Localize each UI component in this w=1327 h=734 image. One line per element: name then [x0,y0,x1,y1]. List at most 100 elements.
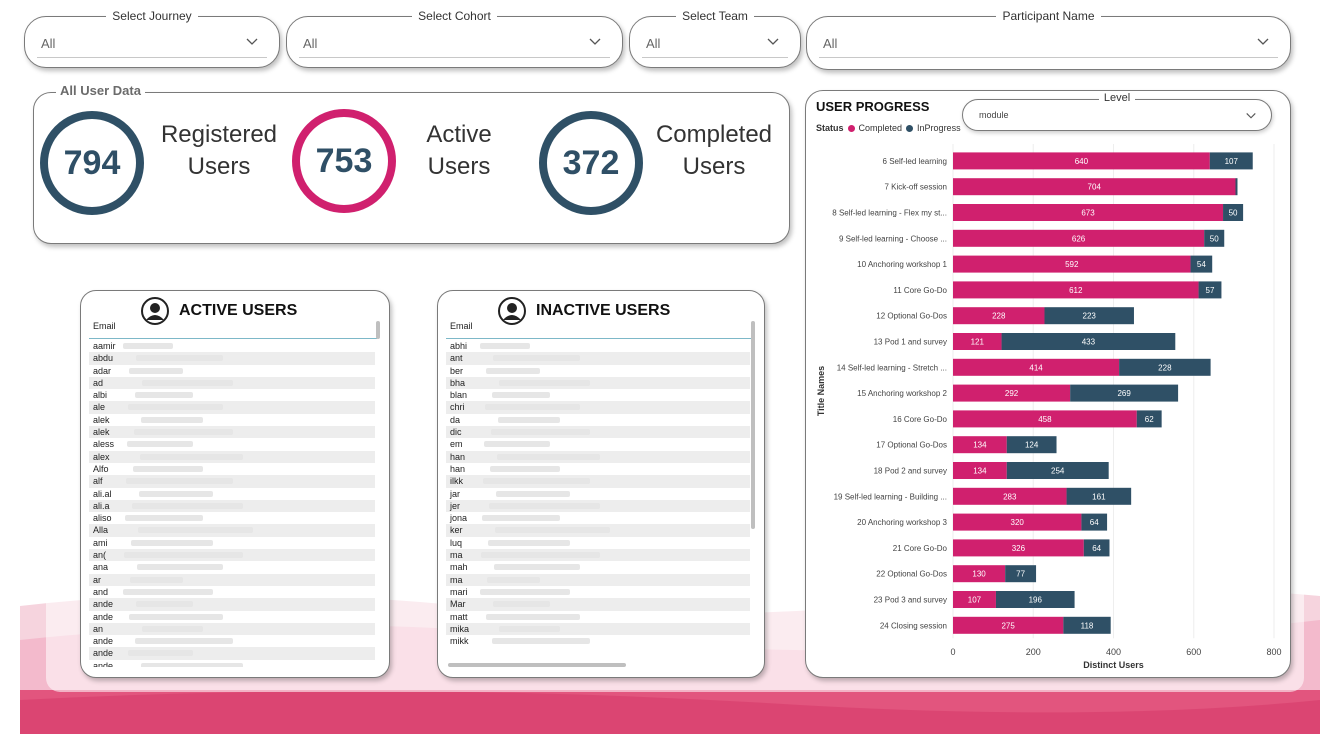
table-row[interactable]: han [446,450,750,463]
email-column-header[interactable]: Email [93,321,116,331]
table-row[interactable]: ant [446,352,750,365]
table-row[interactable]: mikk [446,635,750,647]
table-row[interactable]: ilkk [446,475,750,488]
bar-inprogress[interactable] [1066,487,1132,505]
email-column-header[interactable]: Email [450,321,473,331]
table-row[interactable]: dic [446,426,750,439]
chevron-down-icon[interactable] [1245,110,1257,122]
bar-completed[interactable] [953,513,1082,531]
table-row[interactable]: an( [89,549,375,562]
bar-inprogress[interactable] [1005,565,1037,583]
bar-completed[interactable] [953,487,1067,505]
table-row[interactable]: ali.al [89,488,375,500]
table-row[interactable]: ande [89,660,375,667]
bar-completed[interactable] [953,462,1007,479]
level-slicer[interactable]: Level module [962,92,1272,131]
bar-inprogress[interactable] [1063,616,1111,634]
bar-inprogress[interactable] [995,591,1075,608]
chevron-down-icon[interactable] [766,35,780,49]
table-row[interactable]: jar [446,488,750,500]
table-row[interactable]: ad [89,376,375,390]
table-row[interactable]: alek [89,426,375,439]
vertical-scrollbar[interactable] [751,321,755,529]
bar-inprogress[interactable] [1119,358,1211,376]
bar-completed[interactable] [953,178,1236,196]
bar-inprogress[interactable] [1006,436,1057,454]
bar-inprogress[interactable] [1006,462,1109,479]
table-row[interactable]: jer [446,499,750,513]
bar-inprogress[interactable] [1198,281,1222,299]
table-row[interactable]: ande [89,611,375,623]
table-row[interactable]: han [446,463,750,475]
bar-completed[interactable] [953,281,1199,299]
table-row[interactable]: ande [89,647,375,660]
bar-completed[interactable] [953,565,1006,583]
table-row[interactable]: ande [89,598,375,611]
chevron-down-icon[interactable] [588,35,602,49]
journey-dropdown[interactable]: All [37,29,267,58]
table-row[interactable]: aliso [89,512,375,524]
table-row[interactable]: alf [89,475,375,488]
table-row[interactable]: ana [89,561,375,573]
participant-slicer[interactable]: Participant Name All [806,9,1291,70]
bar-completed[interactable] [953,204,1224,221]
bar-completed[interactable] [953,384,1071,402]
bar-completed[interactable] [953,152,1210,170]
table-row[interactable]: mah [446,561,750,573]
legend-inprogress[interactable]: InProgress [917,123,961,133]
table-row[interactable]: aless [89,438,375,450]
table-row[interactable]: alex [89,450,375,463]
cohort-dropdown[interactable]: All [299,29,610,58]
bar-inprogress[interactable] [1044,307,1134,325]
bar-inprogress[interactable] [1209,152,1253,170]
chevron-down-icon[interactable] [1256,35,1270,49]
table-row[interactable]: ar [89,573,375,586]
horizontal-scrollbar[interactable] [448,663,626,667]
bar-inprogress[interactable] [1070,384,1179,402]
table-row[interactable]: alek [89,414,375,426]
bar-inprogress[interactable] [1001,333,1176,350]
table-row[interactable]: adar [89,365,375,377]
table-row[interactable]: Mar [446,598,750,611]
cohort-slicer[interactable]: Select Cohort All [286,9,623,68]
legend-completed[interactable]: Completed [858,123,903,133]
table-row[interactable]: matt [446,611,750,623]
table-row[interactable]: and [89,586,375,598]
table-row[interactable]: mari [446,586,750,598]
table-row[interactable]: ale [89,401,375,414]
bar-inprogress[interactable] [1190,255,1213,273]
team-slicer[interactable]: Select Team All [629,9,801,68]
table-row[interactable]: em [446,438,750,450]
bar-inprogress[interactable] [1081,513,1108,531]
bar-completed[interactable] [953,255,1191,273]
table-row[interactable]: albi [89,389,375,401]
table-row[interactable]: jona [446,512,750,524]
team-dropdown[interactable]: All [642,29,788,58]
table-row[interactable]: abhi [446,340,750,352]
bar-inprogress[interactable] [1136,410,1162,428]
table-row[interactable]: ma [446,573,750,586]
bar-completed[interactable] [953,616,1064,634]
table-row[interactable]: Alfo [89,463,375,475]
bar-completed[interactable] [953,410,1137,428]
table-row[interactable]: ami [89,537,375,549]
table-row[interactable]: chri [446,401,750,414]
table-row[interactable]: Alla [89,524,375,537]
participant-dropdown[interactable]: All [819,29,1278,58]
journey-slicer[interactable]: Select Journey All [24,9,280,68]
table-row[interactable]: bha [446,376,750,390]
table-row[interactable]: ber [446,365,750,377]
table-row[interactable]: ande [89,635,375,647]
table-row[interactable]: luq [446,537,750,549]
table-row[interactable]: mika [446,622,750,636]
bar-inprogress[interactable] [1083,539,1110,557]
table-row[interactable]: ker [446,524,750,537]
vertical-scrollbar[interactable] [376,321,380,339]
table-row[interactable]: ma [446,549,750,562]
bar-inprogress[interactable] [1204,229,1225,247]
bar-completed[interactable] [953,591,996,608]
chevron-down-icon[interactable] [245,35,259,49]
table-row[interactable]: abdu [89,352,375,365]
bar-completed[interactable] [953,358,1120,376]
table-row[interactable]: blan [446,389,750,401]
